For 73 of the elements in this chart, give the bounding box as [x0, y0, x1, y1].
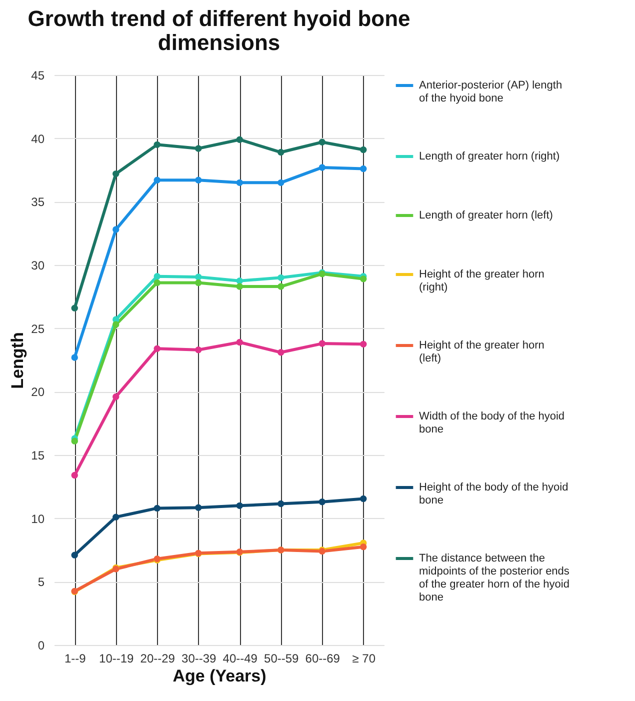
point	[278, 500, 284, 508]
point	[71, 438, 78, 444]
x-tick-label: 20--29	[140, 652, 176, 666]
y-tick-label: 0	[38, 638, 45, 652]
point	[278, 148, 284, 156]
x-tick-label: 40--49	[222, 652, 258, 666]
point	[318, 138, 326, 146]
legend-label: Height of the body of the hyoid bone	[419, 482, 568, 506]
point	[154, 279, 160, 286]
chart-title: Growth trend of different hyoid bone dimensions	[28, 6, 410, 55]
legend-label: The distance between the midpoints of the posterior ends of the greater horn of the hyoid bone	[419, 552, 570, 604]
x-tick-label: 10--19	[99, 652, 134, 666]
y-axis-title: Length	[8, 332, 28, 389]
point	[154, 345, 160, 352]
point	[112, 170, 120, 178]
point	[112, 321, 120, 328]
point	[360, 495, 367, 502]
point	[112, 514, 120, 520]
point	[112, 226, 120, 233]
point	[195, 274, 202, 280]
point	[278, 283, 284, 290]
point	[278, 349, 284, 356]
x-tick-label: 1--9	[64, 652, 86, 666]
point	[360, 543, 367, 550]
point	[318, 164, 326, 171]
x-tick-label: ≥ 70	[352, 652, 376, 666]
y-tick-label: 25	[31, 322, 45, 336]
point	[154, 504, 160, 512]
x-tick-label: 60--69	[305, 652, 340, 666]
x-tick-label: 30--39	[182, 652, 217, 666]
point	[195, 504, 202, 511]
point	[236, 502, 243, 510]
point	[318, 498, 326, 506]
point	[278, 274, 284, 282]
legend-label: Height of the greater horn (left)	[419, 340, 544, 364]
point	[360, 146, 367, 154]
legend-label: Length of greater horn (left)	[419, 210, 553, 222]
point	[236, 283, 243, 290]
point	[360, 165, 367, 172]
point	[154, 176, 160, 184]
legend-label: Anterior-posterior (AP) length of the hyoid bone	[419, 80, 562, 104]
y-tick-label: 40	[31, 132, 45, 146]
y-tick-label: 20	[31, 385, 45, 400]
y-tick-label: 5	[38, 575, 45, 590]
y-tick-label: 15	[31, 448, 45, 462]
point	[71, 354, 78, 361]
y-tick-label: 35	[31, 195, 45, 210]
y-tick-label: 45	[31, 68, 45, 82]
legend-label: Length of greater horn (right)	[419, 150, 560, 162]
x-tick-label: 50--59	[264, 652, 300, 666]
y-tick-label: 10	[31, 512, 45, 526]
point	[195, 176, 202, 184]
point	[360, 276, 367, 282]
point	[236, 136, 243, 143]
point	[154, 273, 160, 280]
legend-label: Height of the greater horn (right)	[419, 268, 544, 294]
point	[318, 340, 326, 347]
point	[360, 340, 367, 348]
point	[71, 472, 78, 479]
point	[195, 346, 202, 354]
point	[278, 179, 284, 186]
point	[71, 304, 78, 312]
legend-label: Width of the body of the hyoid bone	[419, 410, 565, 436]
x-axis-title: Age (Years)	[172, 666, 266, 686]
point	[112, 393, 120, 400]
point	[236, 277, 243, 284]
point	[236, 338, 243, 346]
point	[71, 552, 78, 558]
point	[236, 179, 243, 186]
point	[195, 145, 202, 152]
y-tick-label: 30	[31, 258, 45, 272]
point	[195, 279, 202, 286]
point	[154, 141, 160, 148]
